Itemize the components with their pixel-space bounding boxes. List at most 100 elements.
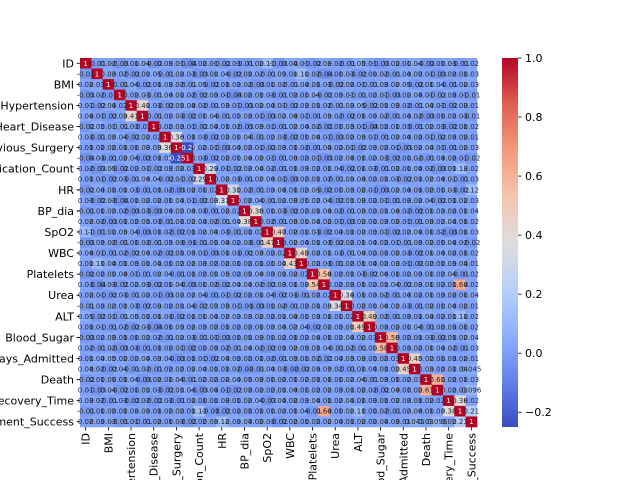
heatmap-cell — [193, 384, 206, 396]
cell-annotation: 0.02 — [395, 102, 411, 110]
heatmap-cell — [193, 237, 206, 249]
cell-annotation: 0.03 — [327, 323, 343, 331]
cell-annotation: 0.02 — [373, 239, 389, 247]
heatmap-cell — [182, 89, 194, 101]
cell-annotation: 0.29 — [191, 176, 207, 184]
cell-annotation: 0.04 — [78, 250, 94, 258]
cell-annotation: -0.02 — [224, 165, 242, 173]
heatmap-cell — [318, 363, 330, 375]
heatmap-cell — [272, 100, 285, 112]
heatmap-cell — [465, 395, 478, 407]
heatmap-cell — [102, 300, 115, 312]
cell-annotation: 0.01 — [259, 334, 275, 342]
heatmap-cell — [216, 131, 228, 143]
heatmap-cell — [250, 237, 262, 249]
heatmap-cell — [80, 405, 92, 417]
heatmap-cell — [442, 226, 455, 238]
heatmap-cell — [465, 363, 478, 375]
cell-annotation: 0.02 — [248, 228, 264, 236]
cell-annotation: 0.01 — [282, 186, 298, 194]
heatmap-cell — [250, 226, 262, 238]
heatmap-cell — [204, 384, 217, 396]
heatmap-cell — [102, 237, 115, 249]
heatmap-cell — [91, 363, 103, 375]
heatmap-cell — [80, 268, 92, 280]
heatmap-cell — [397, 353, 410, 365]
heatmap-cell — [114, 131, 126, 143]
cell-annotation: 0.43 — [282, 260, 298, 268]
heatmap-cell — [238, 121, 251, 133]
cell-annotation: -0.01 — [292, 292, 310, 300]
cell-annotation: 0.01 — [418, 91, 434, 99]
cell-annotation: 0.02 — [430, 281, 446, 289]
heatmap-cell — [420, 100, 432, 112]
heatmap-cell — [102, 184, 115, 196]
cell-annotation: 0.04 — [407, 408, 423, 416]
heatmap-cell — [170, 363, 183, 375]
heatmap-cell — [408, 205, 421, 217]
cell-annotation: -0.01 — [440, 81, 458, 89]
heatmap-cell — [102, 363, 115, 375]
cell-annotation: 0.03 — [464, 81, 480, 89]
heatmap-cell — [170, 258, 183, 270]
heatmap-cell — [442, 258, 455, 270]
heatmap-cell — [340, 300, 353, 312]
heatmap-cell — [352, 110, 364, 122]
heatmap-cell — [363, 332, 376, 343]
cell-annotation: 0.03 — [430, 408, 446, 416]
cell-annotation: 0.03 — [441, 91, 457, 99]
cell-annotation: 0.01 — [339, 271, 355, 279]
cell-annotation: -0.02 — [406, 250, 424, 258]
heatmap-cell — [170, 289, 183, 301]
cell-annotation: 0.01 — [214, 123, 230, 131]
cell-annotation: -0.01 — [383, 292, 401, 300]
cell-annotation: 0.01 — [169, 91, 185, 99]
heatmap-cell — [318, 416, 330, 428]
cell-annotation: 0.02 — [248, 313, 264, 321]
heatmap-cell — [397, 311, 410, 322]
cell-annotation: 0.02 — [282, 323, 298, 331]
heatmap-cell — [318, 353, 330, 365]
cell-annotation: 0.02 — [395, 408, 411, 416]
heatmap-cell — [318, 300, 330, 312]
cell-annotation: 0.03 — [191, 260, 207, 268]
cell-annotation: 0.01 — [395, 418, 411, 426]
heatmap-cell — [295, 247, 308, 259]
heatmap-cell — [284, 226, 296, 238]
x-tick-label: Platelets — [307, 433, 320, 480]
heatmap-cell — [80, 289, 92, 301]
heatmap-cell — [340, 121, 353, 133]
cell-annotation: 0.02 — [430, 366, 446, 374]
cell-annotation: 0.04 — [169, 197, 185, 205]
heatmap-cell — [295, 195, 308, 206]
heatmap-cell — [272, 258, 285, 270]
cell-annotation: 0.34 — [327, 302, 343, 310]
heatmap-cell — [227, 268, 240, 280]
cell-annotation: 0.02 — [248, 176, 264, 184]
heatmap-cell — [148, 152, 160, 164]
cell-annotation: 0.49 — [361, 313, 377, 321]
y-tick-label: Recovery_Time — [0, 395, 74, 408]
cell-annotation: 0.02 — [169, 70, 185, 78]
heatmap-cell — [182, 216, 194, 227]
heatmap-cell — [295, 142, 308, 154]
cell-annotation: 0.02 — [407, 155, 423, 163]
cell-annotation: 0.01 — [395, 165, 411, 173]
cell-annotation: -0.02 — [179, 112, 197, 120]
heatmap-cell — [284, 258, 296, 270]
heatmap-cell — [284, 131, 296, 143]
heatmap-cell — [397, 416, 410, 428]
heatmap-cell — [431, 258, 444, 270]
cell-annotation: 0.04 — [157, 271, 173, 279]
cell-annotation: 0.04 — [384, 207, 400, 215]
cell-annotation: 0.03 — [259, 186, 275, 194]
cell-annotation: 0.03 — [180, 250, 196, 258]
cell-annotation: -0.01 — [394, 239, 412, 247]
heatmap-cell — [431, 173, 444, 185]
cell-annotation: 0.03 — [441, 323, 457, 331]
cell-annotation: -0.03 — [179, 281, 197, 289]
heatmap-cell — [159, 311, 172, 322]
heatmap-cell — [272, 68, 285, 80]
cell-annotation: 0.02 — [237, 323, 253, 331]
cell-annotation: -0.01 — [326, 344, 344, 352]
